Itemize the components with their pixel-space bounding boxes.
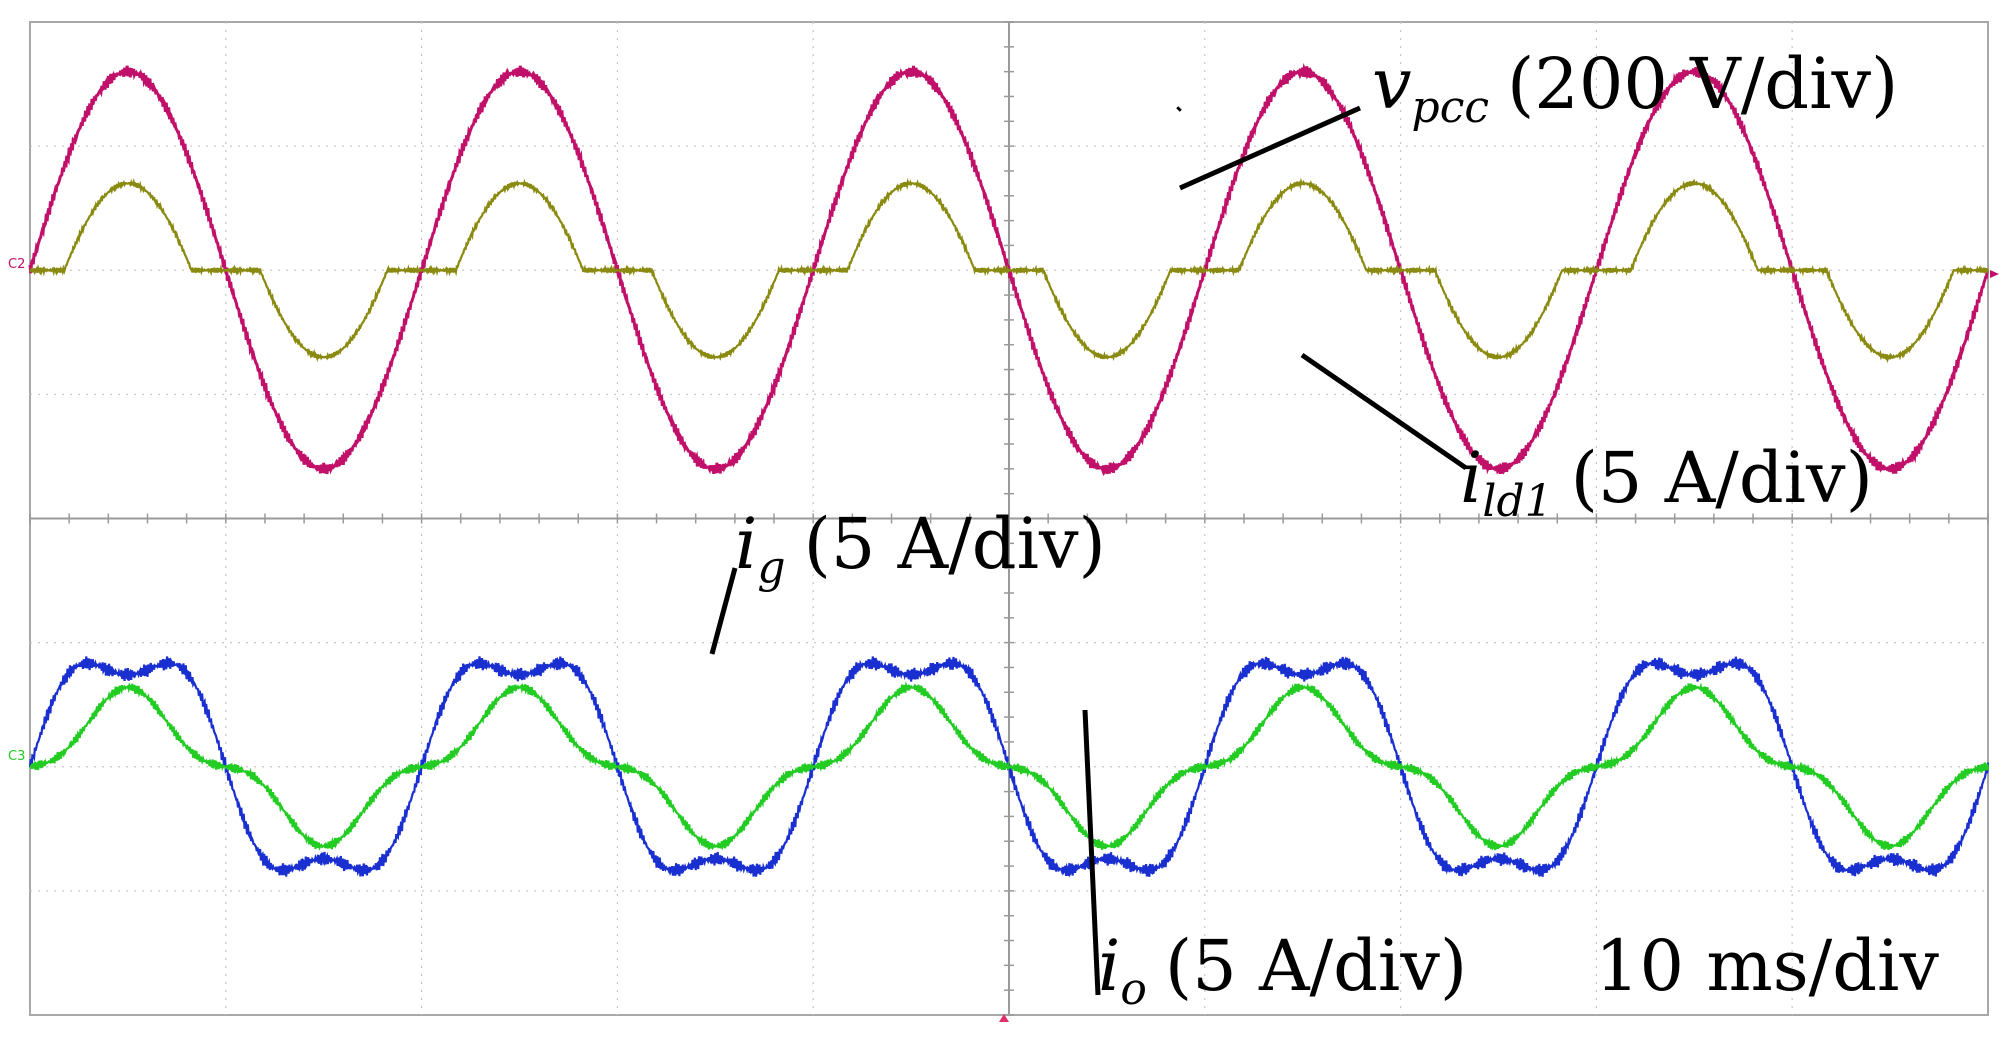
label-ig: ig (5 A/div) xyxy=(735,503,1106,593)
trace-i-ld1 xyxy=(29,177,1990,364)
leader-lines xyxy=(709,105,1468,996)
leader-io xyxy=(1082,709,1101,996)
channel-marker-c2: C2 xyxy=(8,257,25,272)
label-ild1: ild1 (5 A/div) xyxy=(1460,437,1873,527)
waveforms xyxy=(28,62,1990,878)
leader-vpcc-stub xyxy=(1176,106,1182,112)
leader-ild1 xyxy=(1300,352,1468,471)
leader-ig xyxy=(709,567,738,655)
leader-vpcc xyxy=(1178,105,1362,191)
label-timebase: 10 ms/div xyxy=(1595,925,1939,1007)
bottom-trigger-marker xyxy=(999,1014,1009,1022)
scope-grid xyxy=(29,21,1989,1016)
right-trigger-marker xyxy=(1990,270,1999,278)
label-vpcc: vpcc (200 V/div) xyxy=(1372,43,1898,133)
trace-i-o xyxy=(29,681,1990,852)
label-io: io (5 A/div) xyxy=(1098,925,1467,1015)
channel-marker-c3: C3 xyxy=(8,749,25,764)
trace-v-pcc xyxy=(28,62,1989,477)
